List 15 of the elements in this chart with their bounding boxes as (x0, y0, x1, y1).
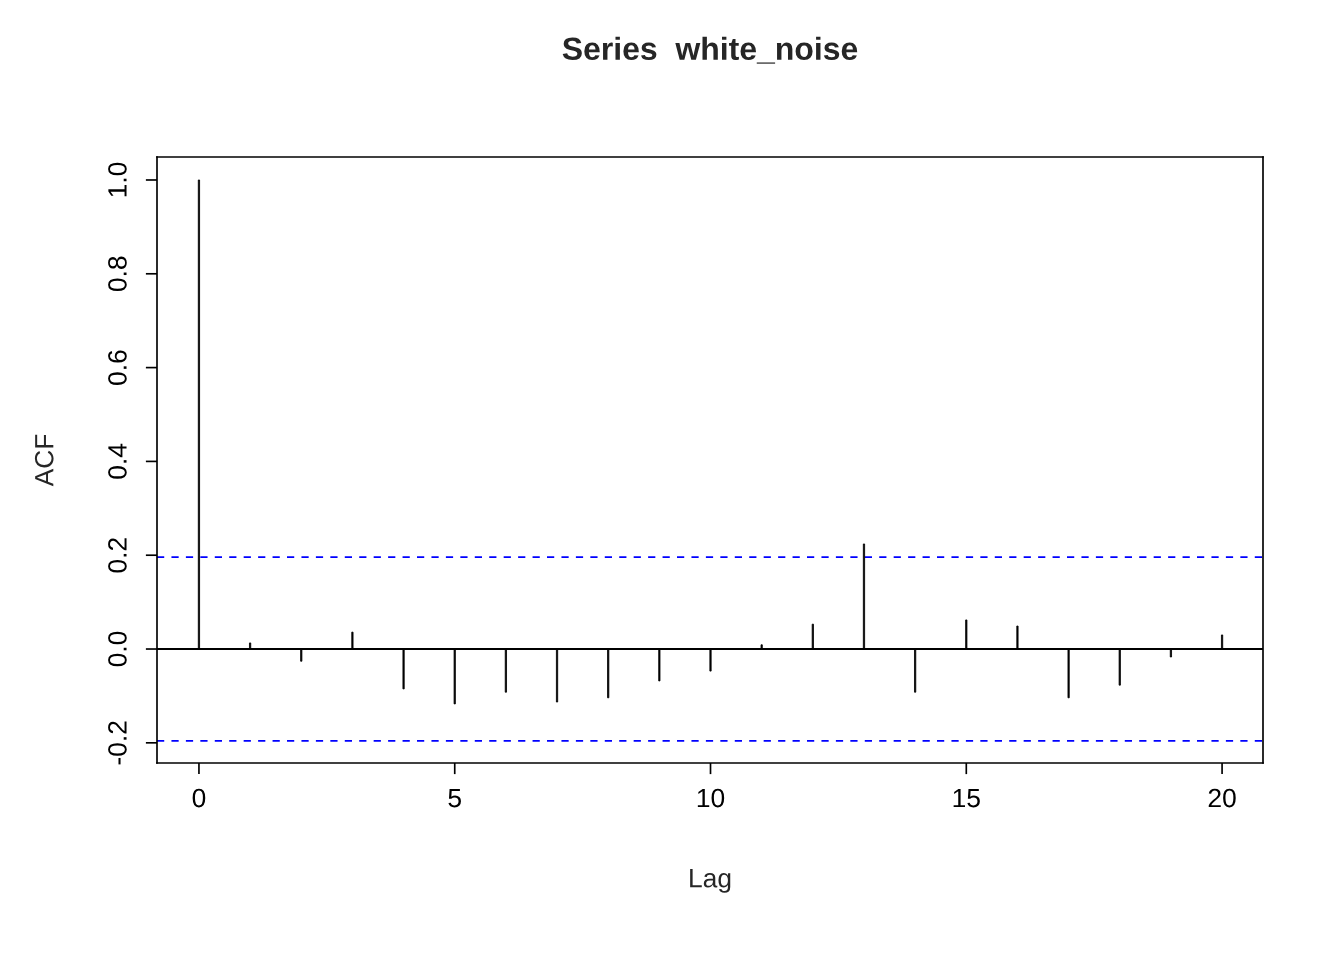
x-tick-label: 0 (192, 788, 206, 808)
y-tick-label: 0.0 (108, 631, 127, 667)
y-tick-label: 1.0 (108, 162, 127, 197)
x-tick-label: 10 (697, 788, 725, 808)
y-axis-title: ACF (34, 434, 54, 487)
y-tick-label: -0.2 (108, 721, 127, 765)
y-tick-label: 0.8 (108, 256, 127, 292)
y-tick-label: 0.4 (108, 443, 127, 479)
x-axis-title: Lag (690, 869, 731, 893)
y-tick-label: 0.6 (108, 350, 127, 385)
x-tick-label: 20 (1208, 788, 1236, 808)
x-tick-label: 5 (448, 788, 461, 808)
x-tick-label: 15 (953, 788, 980, 808)
chart-title: Series white_noise (562, 36, 858, 64)
y-tick-label: 0.2 (108, 538, 127, 573)
